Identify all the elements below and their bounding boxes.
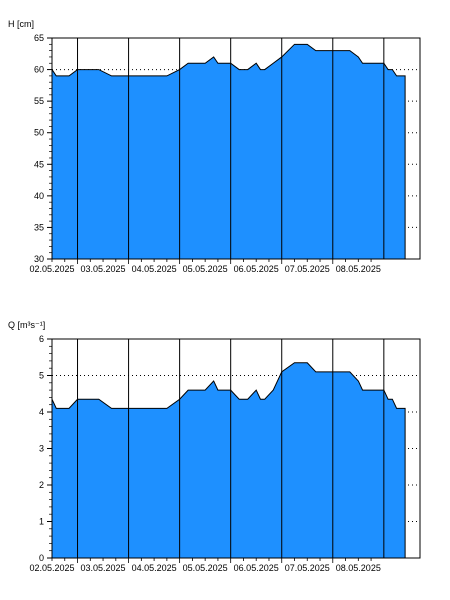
discharge-chart: 0 1 2 3 4 5 6 02.05.2025 03.05.2025 04.05.2025 05… <box>8 320 421 573</box>
x-tick-label: 04.05.2025 <box>132 563 177 573</box>
x-tick-label: 04.05.2025 <box>132 264 177 274</box>
y-tick-label: 0 <box>39 553 44 563</box>
plot-frame <box>51 37 421 260</box>
y-tick-label: 2 <box>39 480 44 490</box>
x-tick-label: 03.05.2025 <box>81 264 126 274</box>
y-tick-label: 30 <box>34 254 44 264</box>
y-tick-label: 6 <box>39 334 44 344</box>
y-tick-label: 45 <box>34 159 44 169</box>
y-tick-label: 1 <box>39 517 44 527</box>
y-tick-label: 65 <box>34 33 44 43</box>
water-level-area <box>51 43 406 260</box>
water-level-chart: 30 35 40 45 50 55 60 65 02.05.2025 03.05.2025 04.… <box>8 19 421 274</box>
x-tick-label: 05.05.2025 <box>183 563 228 573</box>
x-tick-label: 08.05.2025 <box>336 264 381 274</box>
x-tick-label: 03.05.2025 <box>81 563 126 573</box>
x-tick-label: 05.05.2025 <box>183 264 228 274</box>
x-tick-label: 02.05.2025 <box>29 563 74 573</box>
x-tick-label: 06.05.2025 <box>234 264 279 274</box>
y-axis-label: Q [m³s⁻¹] <box>8 320 45 330</box>
discharge-area <box>51 362 406 559</box>
y-tick-label: 55 <box>34 96 44 106</box>
y-axis-label: H [cm] <box>8 19 34 29</box>
y-tick-label: 35 <box>34 222 44 232</box>
y-tick-label: 5 <box>39 371 44 381</box>
y-tick-label: 3 <box>39 444 44 454</box>
y-tick-label: 40 <box>34 191 44 201</box>
x-tick-label: 08.05.2025 <box>336 563 381 573</box>
x-tick-label: 07.05.2025 <box>285 264 330 274</box>
x-tick-label: 02.05.2025 <box>29 264 74 274</box>
y-tick-label: 4 <box>39 407 44 417</box>
y-tick-label: 50 <box>34 128 44 138</box>
x-tick-label: 07.05.2025 <box>285 563 330 573</box>
x-tick-label: 06.05.2025 <box>234 563 279 573</box>
y-tick-label: 60 <box>34 65 44 75</box>
